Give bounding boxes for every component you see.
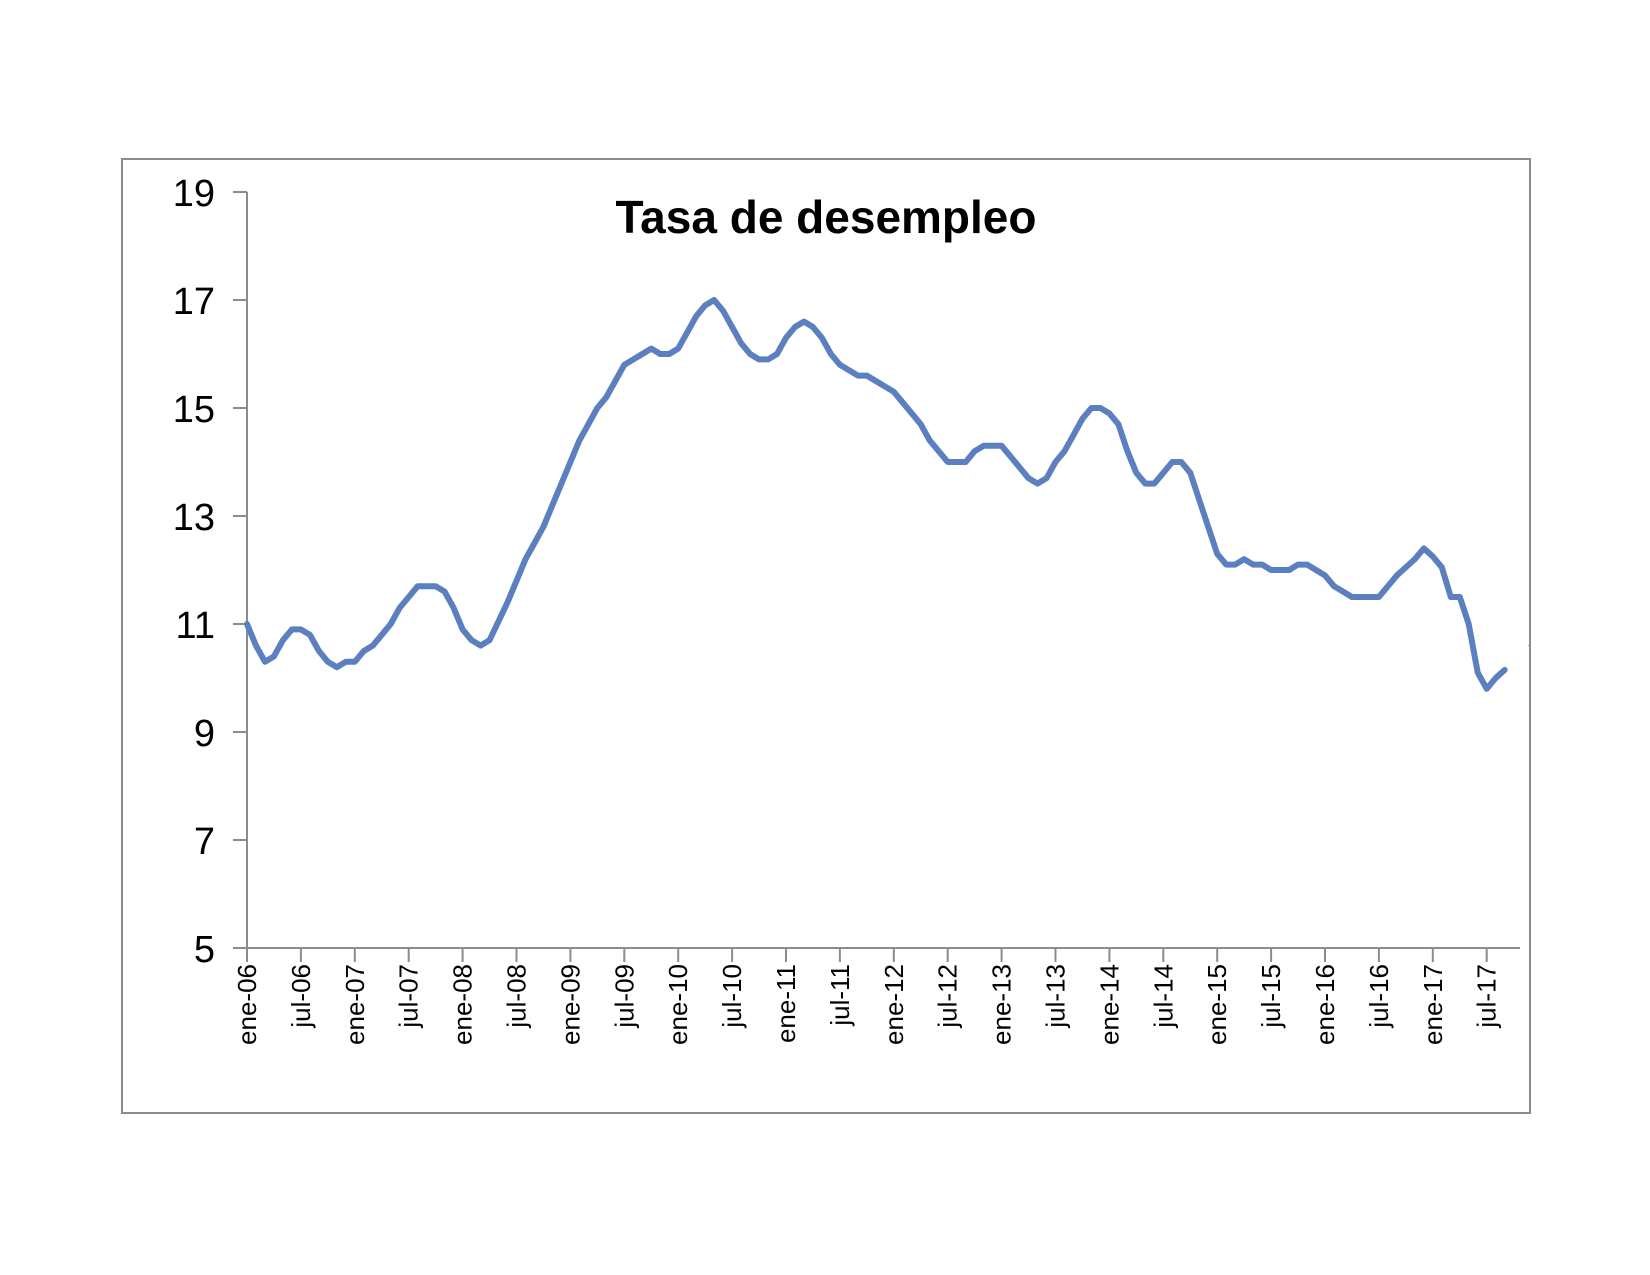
x-tick-label: jul-17 (1472, 964, 1502, 1029)
x-tick-label: jul-07 (394, 964, 424, 1029)
x-tick-label: ene-13 (987, 964, 1017, 1045)
x-tick-label: ene-16 (1310, 964, 1340, 1045)
y-tick-label: 5 (194, 929, 215, 971)
y-tick-label: 15 (173, 389, 215, 431)
x-tick-label: jul-14 (1148, 964, 1178, 1029)
y-tick-label: 19 (173, 173, 215, 215)
y-tick-label: 11 (176, 605, 215, 647)
y-tick-labels: 5 7 9 11 13 15 17 19 (173, 173, 215, 971)
x-tick-label: jul-15 (1256, 964, 1286, 1029)
x-tick-label: jul-12 (933, 964, 963, 1029)
x-tick-label: ene-11 (771, 964, 801, 1043)
x-tick-label: ene-07 (340, 964, 370, 1045)
x-tick-label: jul-16 (1364, 964, 1394, 1029)
chart-title: Tasa de desempleo (616, 191, 1037, 243)
x-tick-label: jul-11 (825, 964, 855, 1027)
x-tick-label: ene-09 (555, 964, 585, 1045)
y-tick-label: 17 (173, 281, 215, 323)
x-tick-label: ene-08 (448, 964, 478, 1045)
x-tick-label: jul-09 (609, 964, 639, 1029)
line-chart: Tasa de desempleo 5 7 9 11 13 15 17 19 ene-06 ju… (173, 173, 1529, 1045)
x-tick-label: jul-06 (286, 964, 316, 1029)
y-tick-label: 13 (173, 497, 215, 539)
x-tick-label: jul-08 (502, 964, 532, 1029)
y-tick-label: 7 (194, 821, 215, 863)
x-tick-label: ene-14 (1094, 964, 1124, 1045)
series-layer (244, 297, 1529, 692)
x-tick-label: ene-17 (1418, 964, 1448, 1045)
x-tick-label: ene-06 (232, 964, 262, 1045)
x-tick-label: ene-15 (1202, 964, 1232, 1045)
axes (233, 191, 1520, 962)
x-tick-labels: ene-06 jul-06 ene-07 jul-07 ene-08 jul-08 ene-… (232, 964, 1502, 1045)
x-tick-label: ene-10 (663, 964, 693, 1045)
x-tick-label: jul-13 (1041, 964, 1071, 1029)
x-tick-label: ene-12 (879, 964, 909, 1045)
x-tick-label: jul-10 (717, 964, 747, 1029)
chart-frame: Tasa de desempleo 5 7 9 11 13 15 17 19 ene-06 ju… (121, 158, 1531, 1114)
series-line (244, 297, 1529, 692)
y-tick-label: 9 (194, 713, 215, 755)
